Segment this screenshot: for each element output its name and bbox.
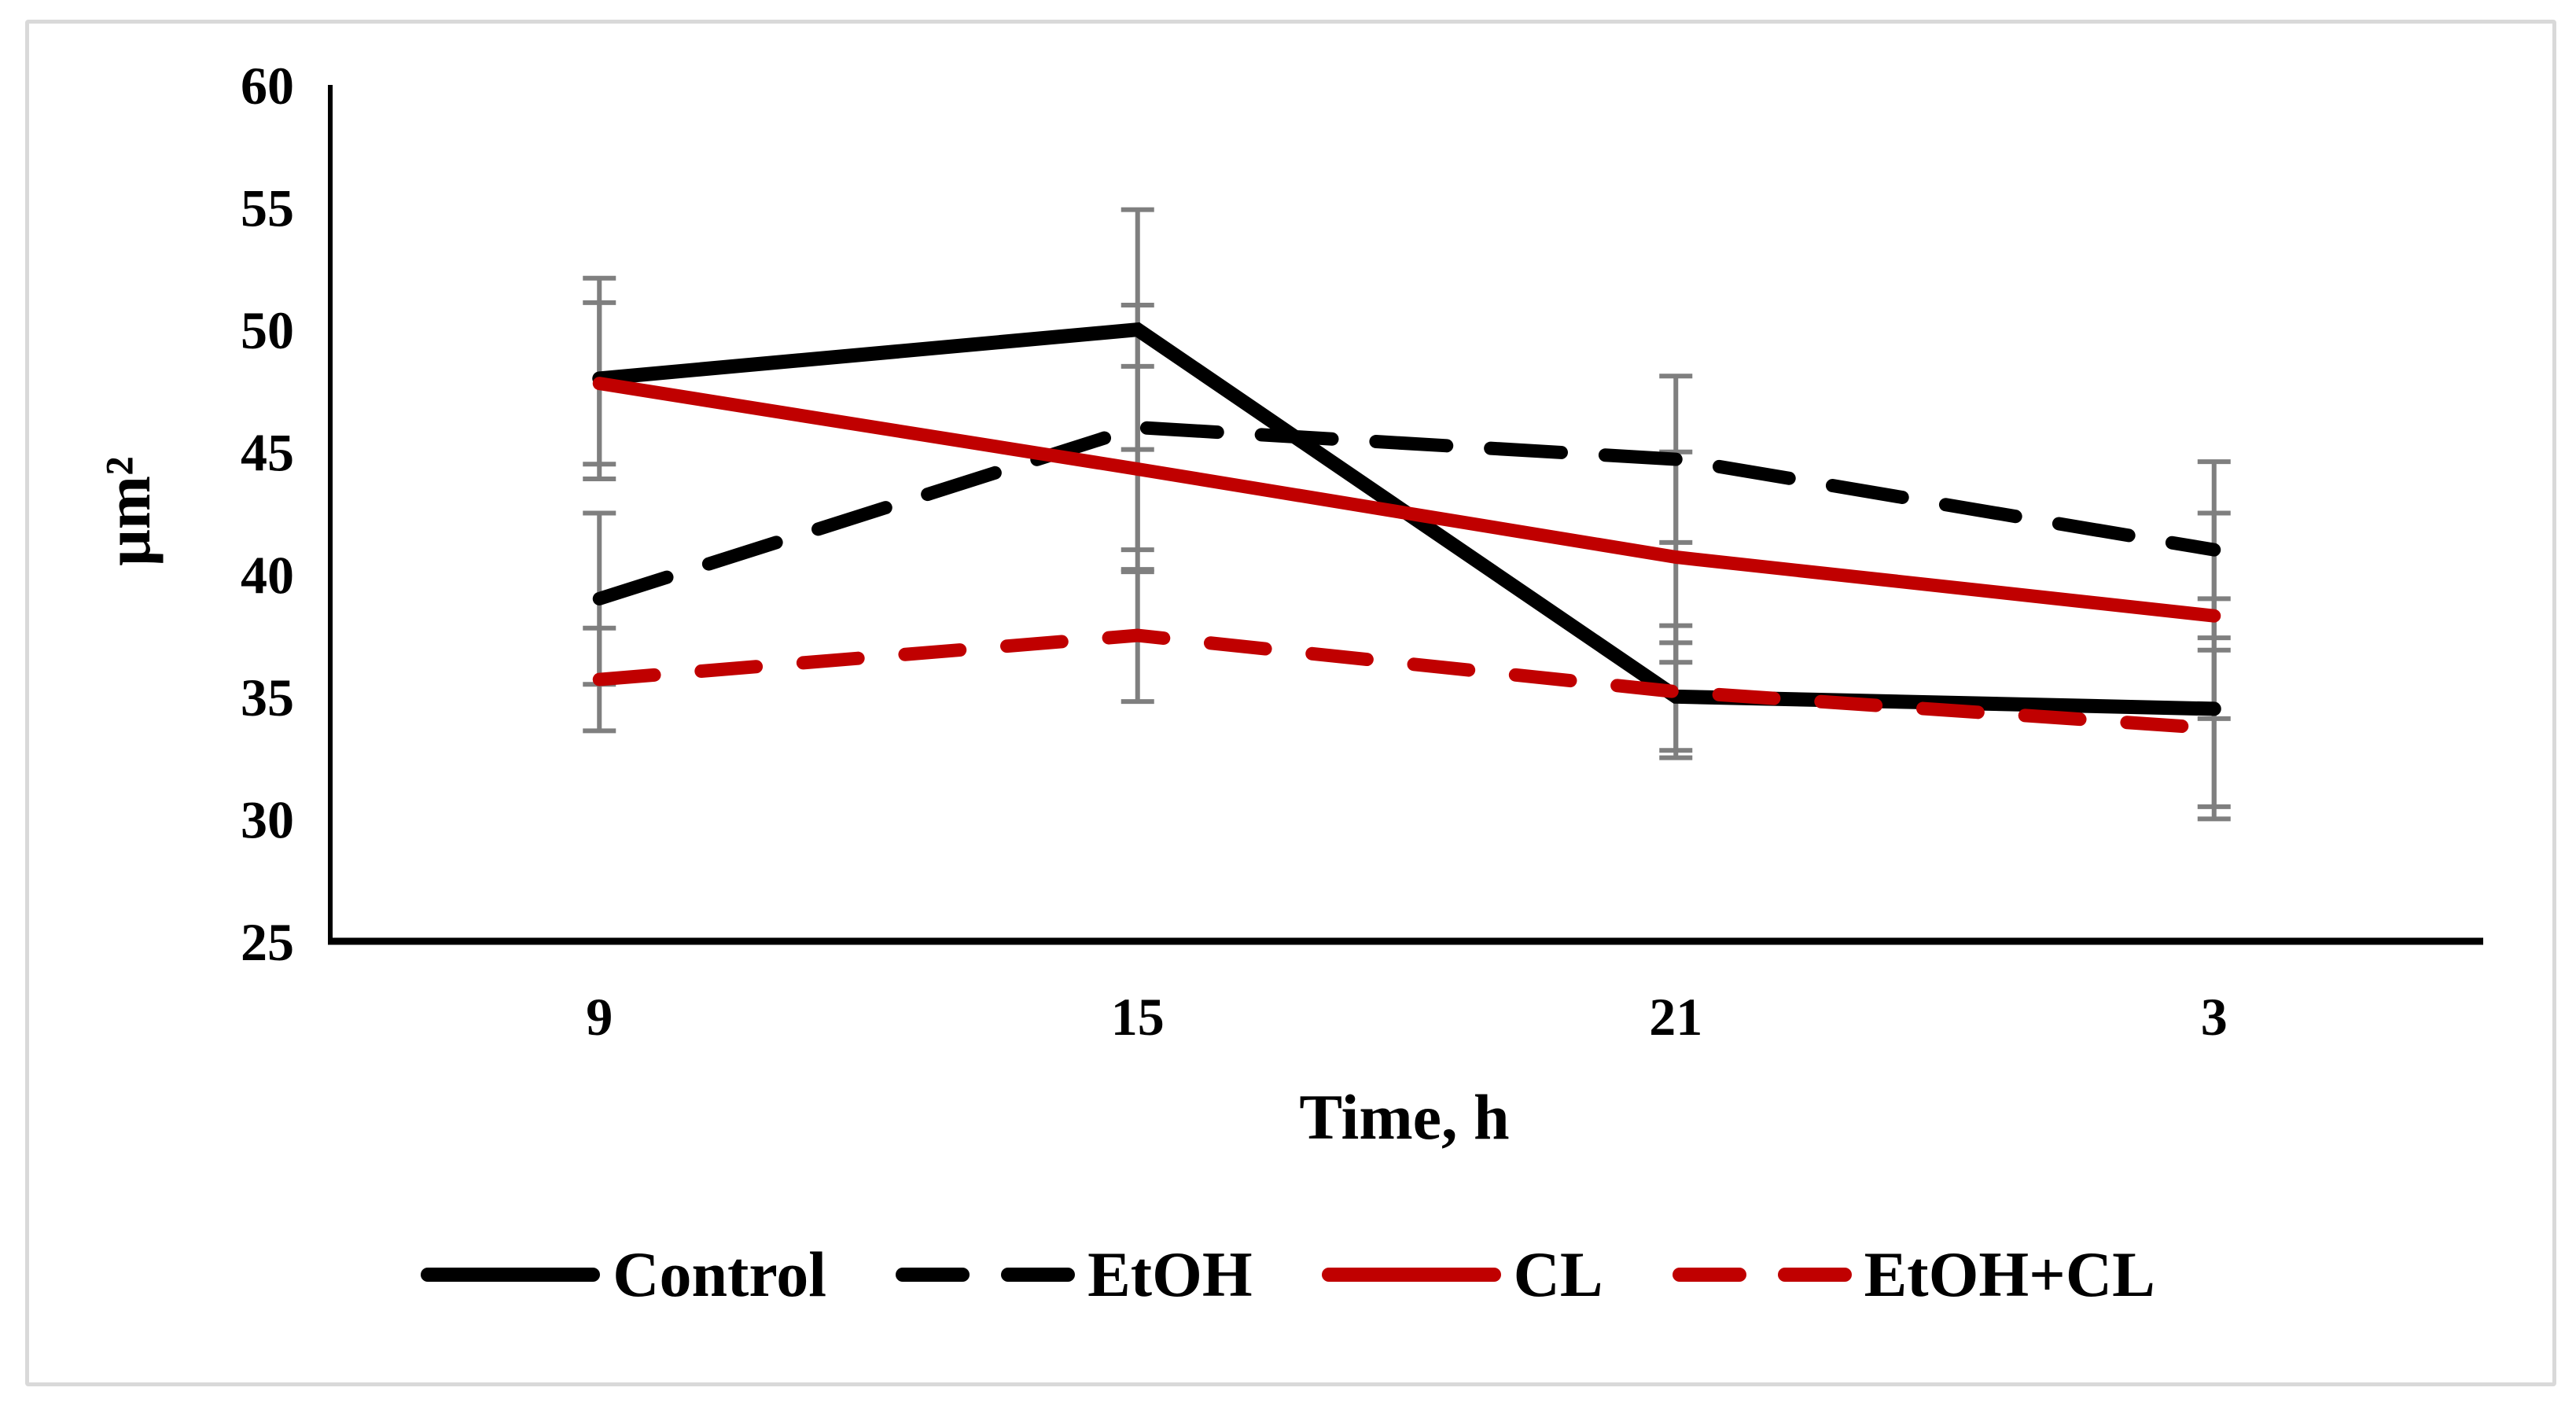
y-tick-label: 30	[241, 789, 294, 849]
y-axis-title: μm²	[92, 456, 164, 565]
legend-swatch-etoh-line	[896, 1268, 1076, 1282]
legend-swatch-segment	[1001, 1268, 1076, 1282]
legend-swatch-segment	[421, 1268, 601, 1282]
legend-item-etoh: EtOH	[896, 1242, 1253, 1307]
y-tick-label: 35	[241, 668, 294, 727]
legend-label-cl: CL	[1513, 1239, 1603, 1310]
legend-label-control: Control	[613, 1239, 827, 1310]
x-axis-title: Time, h	[1299, 1081, 1509, 1153]
legend-label-etoh: EtOH	[1087, 1239, 1253, 1310]
error-bar	[2197, 647, 2231, 809]
series-line-cl	[592, 377, 2221, 623]
series-lines-layer	[592, 322, 2221, 735]
x-tick-labels: 9 15 21 3	[586, 987, 2228, 1047]
legend-swatch-etoh-cl-line	[1672, 1268, 1852, 1282]
x-tick-label: 9	[586, 987, 613, 1047]
legend-item-cl: CL	[1321, 1239, 1603, 1310]
legend: Control EtOH CL EtOH+CL	[0, 1231, 2576, 1318]
y-tick-label: 50	[241, 300, 294, 360]
legend-swatch-segment	[1777, 1268, 1852, 1282]
axes-layer	[328, 85, 2483, 945]
series-line-etoh-cl	[592, 628, 2221, 735]
x-tick-label: 3	[2201, 987, 2228, 1047]
legend-label-etoh-cl: EtOH+CL	[1864, 1239, 2155, 1310]
legend-swatch-segment	[896, 1268, 970, 1282]
legend-swatch-segment	[1672, 1268, 1746, 1282]
legend-swatch-segment	[1321, 1268, 1501, 1282]
y-tick-label: 60	[241, 56, 294, 116]
y-tick-label: 40	[241, 545, 294, 605]
legend-swatch-control-line	[421, 1268, 601, 1282]
x-tick-label: 21	[1649, 987, 1702, 1047]
legend-swatch-cl-line	[1321, 1268, 1501, 1282]
y-tick-labels: 60 55 50 45 40 35 30 25	[241, 56, 294, 972]
y-tick-label: 25	[241, 912, 294, 972]
legend-item-etoh-cl: EtOH+CL	[1672, 1239, 2155, 1310]
series-line-etoh	[592, 421, 2221, 605]
y-tick-label: 55	[241, 179, 294, 238]
y-tick-label: 45	[241, 423, 294, 483]
legend-item-control: Control	[421, 1242, 826, 1307]
x-tick-label: 15	[1111, 987, 1165, 1047]
